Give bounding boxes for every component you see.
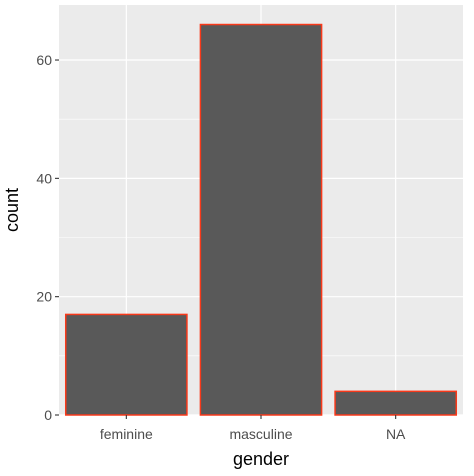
y-axis: 0 20 40 60 <box>36 52 59 423</box>
bars-group <box>64 23 458 416</box>
y-axis-title: count <box>2 188 22 232</box>
y-tick-label: 20 <box>36 289 52 305</box>
x-axis-title: gender <box>233 449 289 469</box>
x-axis: feminine masculine NA <box>100 415 406 442</box>
x-tick-label: NA <box>386 426 406 442</box>
bar-feminine <box>64 313 188 416</box>
y-tick-label: 0 <box>44 407 52 423</box>
y-tick-label: 40 <box>36 170 52 186</box>
bar-na <box>334 390 458 416</box>
bar-masculine <box>199 23 323 416</box>
x-tick-label: feminine <box>100 426 153 442</box>
x-tick-label: masculine <box>229 426 292 442</box>
y-tick-label: 60 <box>36 52 52 68</box>
